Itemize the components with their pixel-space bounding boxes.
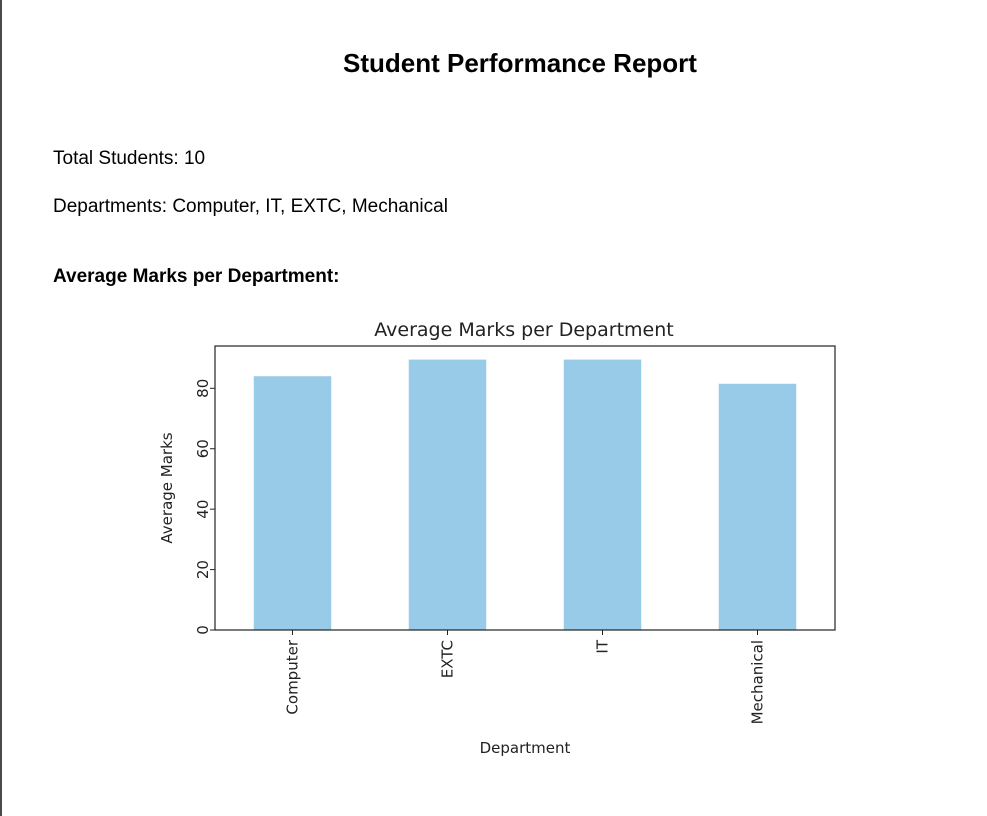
page-title: Student Performance Report	[343, 48, 697, 78]
x-tick-label: EXTC	[439, 640, 457, 678]
plot-frame	[214, 345, 836, 631]
x-tick-label: IT	[594, 639, 612, 653]
total-students-text: Total Students: 10	[53, 148, 206, 169]
bar-it	[563, 359, 642, 630]
y-axis-ticks: 0 20 40 60 80	[194, 379, 215, 635]
x-axis-label: Department	[480, 739, 571, 757]
bar-extc	[408, 359, 487, 630]
y-axis-label: Average Marks	[158, 432, 176, 543]
bar-mechanical	[718, 383, 797, 630]
page-left-border	[0, 0, 2, 816]
y-tick-label: 40	[194, 500, 212, 519]
chart-title: Average Marks per Department	[374, 319, 673, 341]
x-axis-ticks: Computer EXTC IT Mechanical	[284, 630, 767, 724]
y-tick-label: 0	[194, 625, 212, 635]
bar-computer	[253, 376, 332, 630]
x-tick-label: Computer	[284, 639, 302, 714]
departments-text: Departments: Computer, IT, EXTC, Mechani…	[53, 196, 448, 217]
average-marks-bar-chart: Average Marks per Department 0 20 40 60 80 C…	[158, 319, 836, 757]
x-tick-label: Mechanical	[749, 640, 767, 724]
y-tick-label: 80	[194, 379, 212, 398]
bars-group	[253, 359, 797, 630]
y-tick-label: 60	[194, 439, 212, 458]
section-heading: Average Marks per Department:	[53, 266, 340, 287]
y-tick-label: 20	[194, 560, 212, 579]
